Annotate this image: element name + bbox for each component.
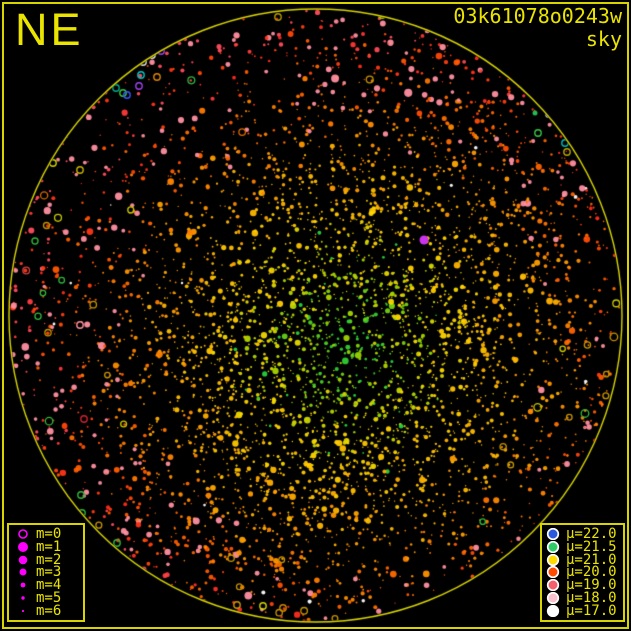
size-legend-label: m=0 xyxy=(36,526,62,543)
color-legend-label: μ=17.0 xyxy=(566,602,617,619)
color-legend-label: μ=22.0 xyxy=(566,526,617,543)
m3-dot-icon xyxy=(19,568,27,576)
size-legend-row: m=0 xyxy=(9,526,83,543)
size-legend-row: m=3 xyxy=(9,564,83,581)
mu19-dot-icon xyxy=(546,579,560,592)
color-legend-row: μ=20.0 xyxy=(542,564,623,581)
color-legend: μ=22.0 μ=21.5 μ=21.0 μ=20.0 μ=19.0 μ=18.… xyxy=(540,523,625,622)
mu20-dot-icon xyxy=(546,566,560,579)
color-legend-row: μ=18.0 xyxy=(542,589,623,606)
mu18-dot-icon xyxy=(546,591,560,604)
mu22-dot-icon xyxy=(546,528,560,541)
mu21p5-dot-icon xyxy=(546,541,560,554)
color-legend-label: μ=19.0 xyxy=(566,577,617,594)
orientation-label: NE xyxy=(15,4,84,55)
size-legend-row: m=2 xyxy=(9,551,83,568)
color-legend-row: μ=21.5 xyxy=(542,539,623,556)
m4-dot-icon xyxy=(20,582,26,588)
mu17-dot-icon xyxy=(546,604,560,617)
size-legend-label: m=5 xyxy=(36,589,62,606)
size-legend-label: m=3 xyxy=(36,564,62,581)
plot-title: 03k61078o0243w xyxy=(453,4,622,28)
color-legend-row: μ=19.0 xyxy=(542,577,623,594)
size-legend-label: m=1 xyxy=(36,539,62,556)
m2-dot-icon xyxy=(18,555,28,565)
m1-dot-icon xyxy=(18,542,28,553)
size-legend-label: m=4 xyxy=(36,577,62,594)
size-legend: m=0 m=1 m=2 m=3 m=4 m=5 m=6 xyxy=(7,523,85,622)
size-legend-row: m=4 xyxy=(9,577,83,594)
plot-subtitle: sky xyxy=(585,27,622,51)
color-legend-label: μ=21.5 xyxy=(566,539,617,556)
size-legend-row: m=1 xyxy=(9,539,83,556)
m5-dot-icon xyxy=(21,596,25,600)
m6-dot-icon xyxy=(21,609,25,612)
title-block: 03k61078o0243w sky xyxy=(453,5,622,51)
color-legend-label: μ=18.0 xyxy=(566,589,617,606)
m0-ring-icon xyxy=(18,529,28,540)
size-legend-row: m=6 xyxy=(9,602,83,619)
color-legend-row: μ=17.0 xyxy=(542,602,623,619)
color-legend-label: μ=20.0 xyxy=(566,564,617,581)
color-legend-row: μ=21.0 xyxy=(542,551,623,568)
color-legend-row: μ=22.0 xyxy=(542,526,623,543)
mu21-dot-icon xyxy=(546,553,560,566)
size-legend-label: m=2 xyxy=(36,551,62,568)
size-legend-label: m=6 xyxy=(36,602,62,619)
size-legend-row: m=5 xyxy=(9,589,83,606)
color-legend-label: μ=21.0 xyxy=(566,551,617,568)
